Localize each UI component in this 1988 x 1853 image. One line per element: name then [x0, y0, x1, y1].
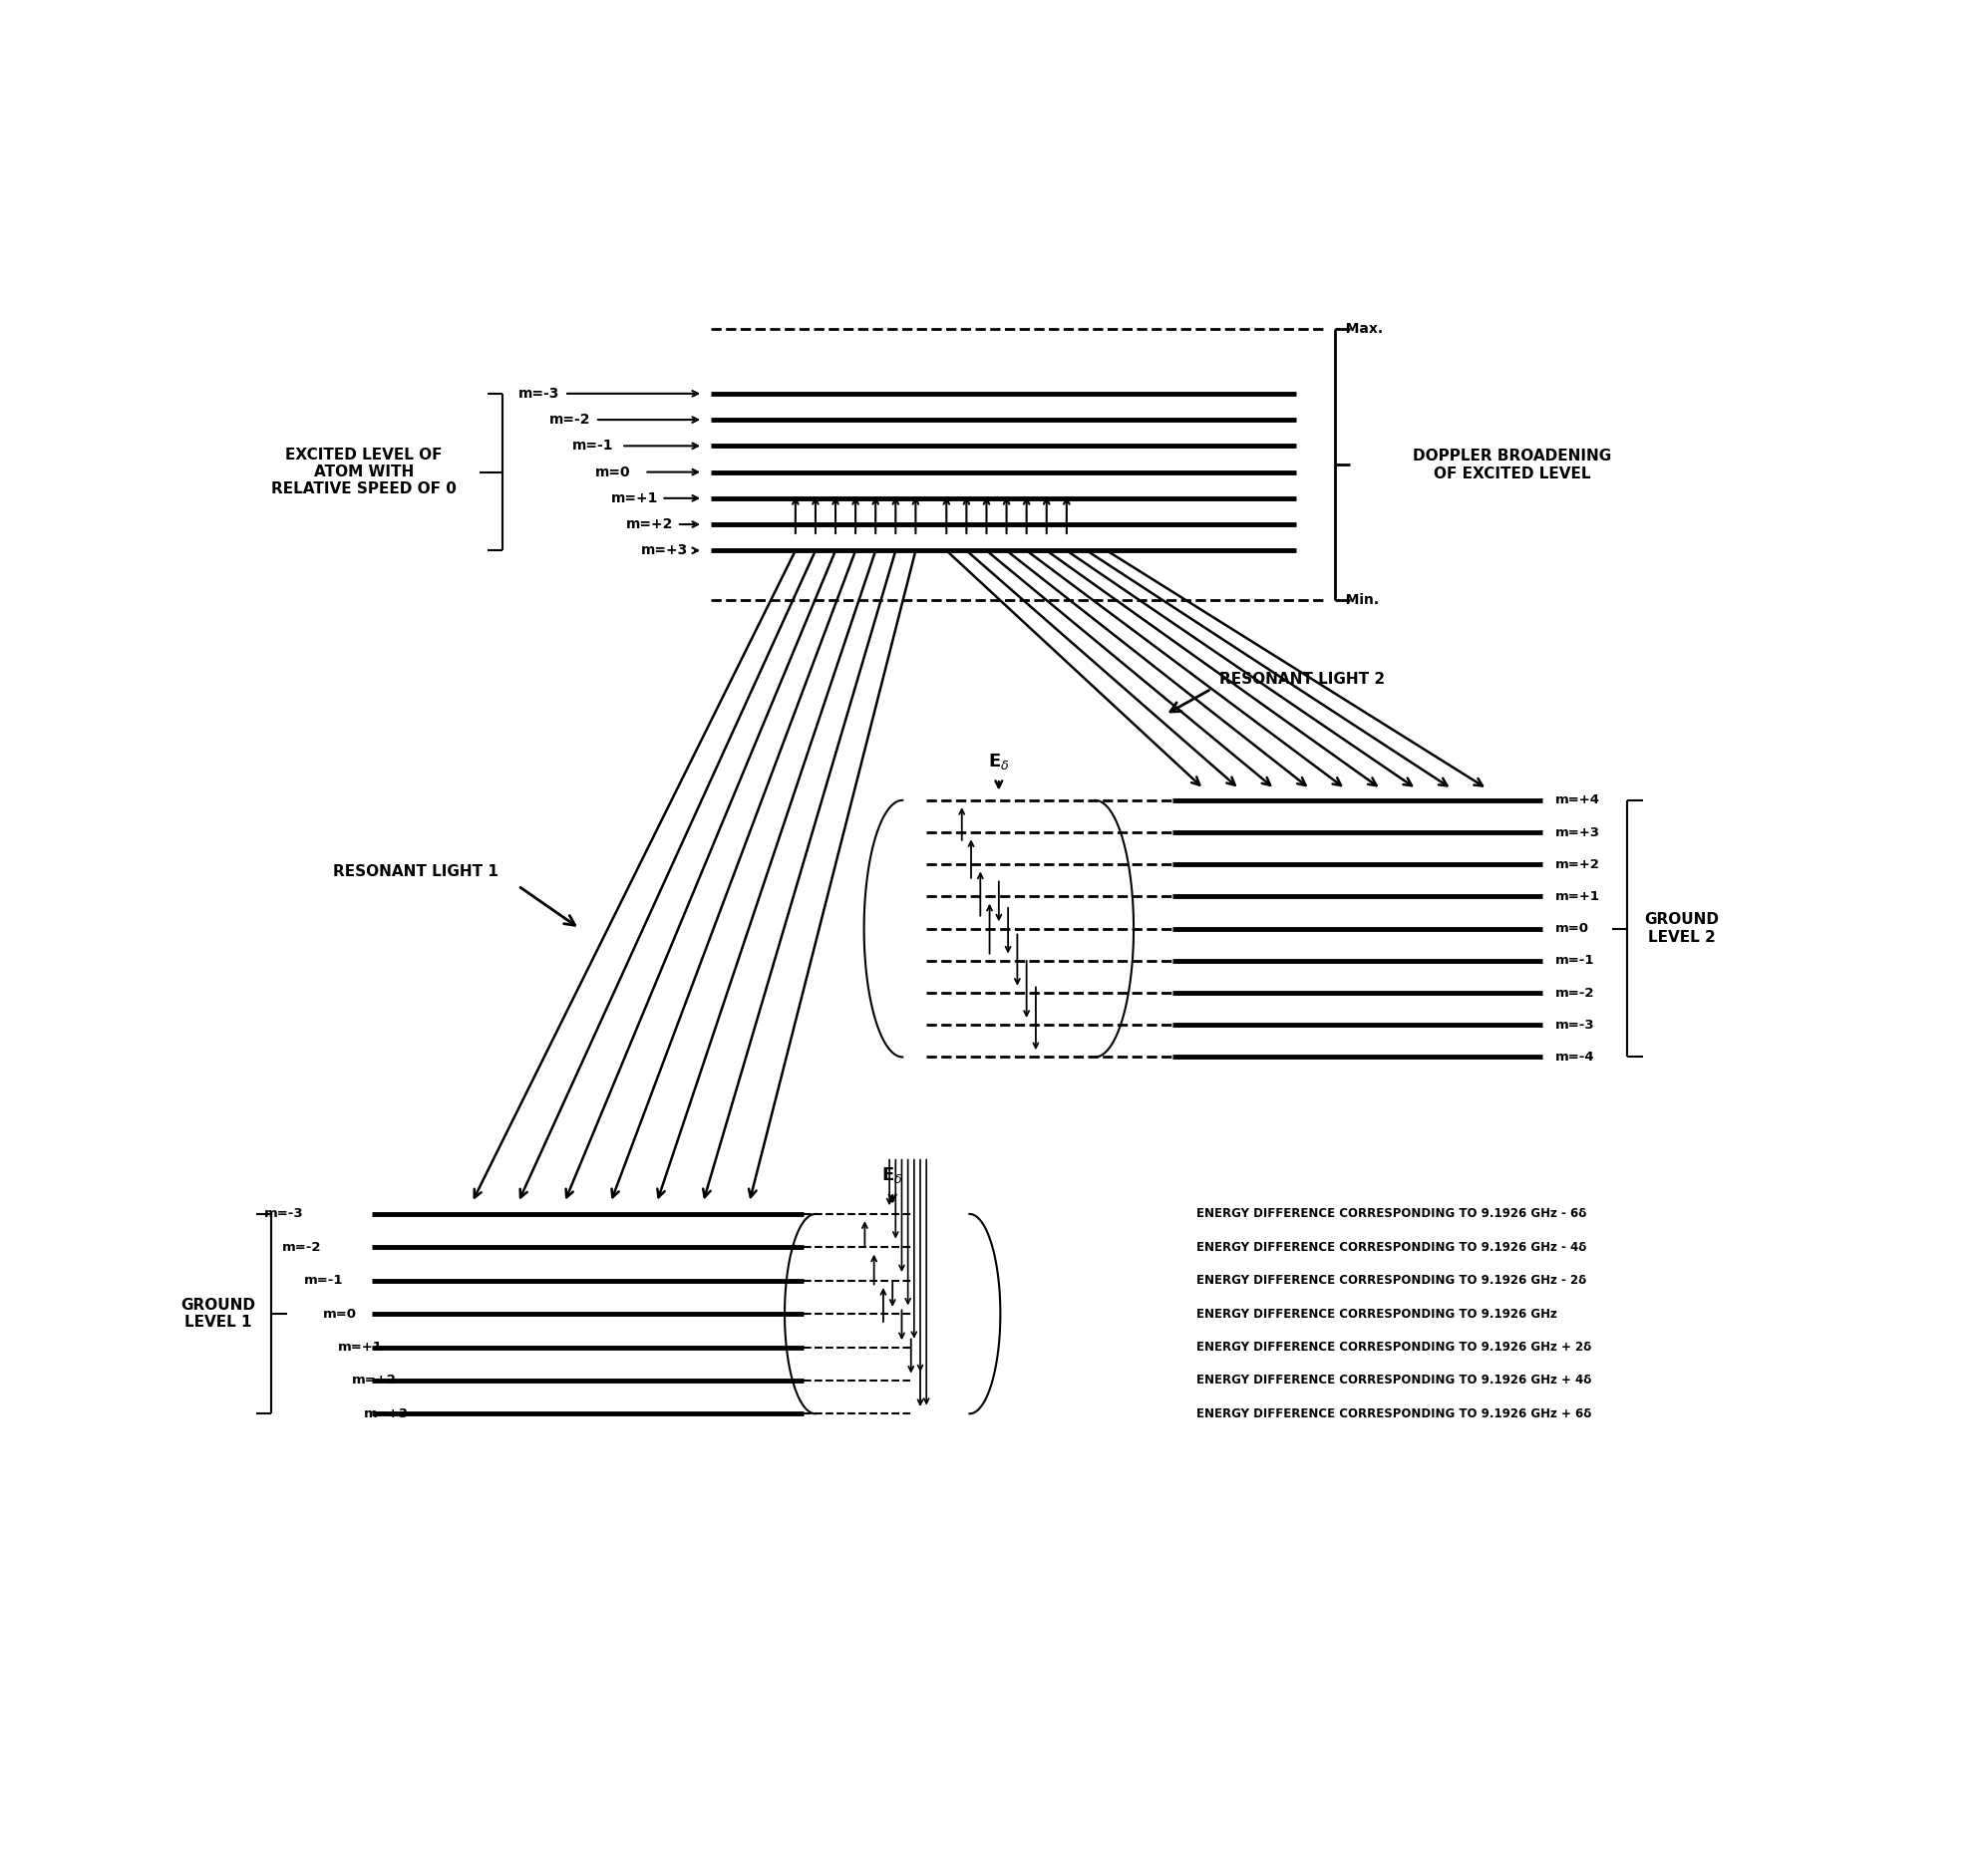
Text: GROUND
LEVEL 2: GROUND LEVEL 2 [1644, 912, 1720, 945]
Text: m=+2: m=+2 [1555, 858, 1600, 871]
Text: DOPPLER BROADENING
OF EXCITED LEVEL: DOPPLER BROADENING OF EXCITED LEVEL [1413, 448, 1610, 482]
Text: ENERGY DIFFERENCE CORRESPONDING TO 9.1926 GHz + 6δ: ENERGY DIFFERENCE CORRESPONDING TO 9.192… [1197, 1406, 1590, 1419]
Text: ENERGY DIFFERENCE CORRESPONDING TO 9.1926 GHz - 4δ: ENERGY DIFFERENCE CORRESPONDING TO 9.192… [1197, 1242, 1586, 1254]
Text: m=-1: m=-1 [304, 1275, 344, 1288]
Text: m=+3: m=+3 [642, 543, 688, 558]
Text: m=+1: m=+1 [1555, 889, 1600, 902]
Text: ENERGY DIFFERENCE CORRESPONDING TO 9.1926 GHz - 2δ: ENERGY DIFFERENCE CORRESPONDING TO 9.192… [1197, 1275, 1586, 1288]
Text: m=0: m=0 [594, 465, 630, 480]
Text: m=-2: m=-2 [549, 413, 590, 426]
Text: RESONANT LIGHT 1: RESONANT LIGHT 1 [334, 863, 499, 878]
Text: GROUND
LEVEL 1: GROUND LEVEL 1 [181, 1297, 254, 1330]
Text: ENERGY DIFFERENCE CORRESPONDING TO 9.1926 GHz + 4δ: ENERGY DIFFERENCE CORRESPONDING TO 9.192… [1197, 1373, 1590, 1386]
Text: m=-1: m=-1 [573, 439, 614, 452]
Text: ENERGY DIFFERENCE CORRESPONDING TO 9.1926 GHz: ENERGY DIFFERENCE CORRESPONDING TO 9.192… [1197, 1308, 1557, 1321]
Text: - Max.: - Max. [1334, 322, 1384, 337]
Text: m=0: m=0 [1555, 923, 1588, 936]
Text: ENERGY DIFFERENCE CORRESPONDING TO 9.1926 GHz - 6δ: ENERGY DIFFERENCE CORRESPONDING TO 9.192… [1197, 1208, 1586, 1221]
Text: m=-3: m=-3 [519, 387, 559, 400]
Text: m=0: m=0 [322, 1308, 356, 1321]
Text: - Min.: - Min. [1334, 593, 1380, 608]
Text: EXCITED LEVEL OF
ATOM WITH
RELATIVE SPEED OF 0: EXCITED LEVEL OF ATOM WITH RELATIVE SPEE… [272, 447, 457, 497]
Text: m=-3: m=-3 [1555, 1019, 1594, 1032]
Text: ENERGY DIFFERENCE CORRESPONDING TO 9.1926 GHz + 2δ: ENERGY DIFFERENCE CORRESPONDING TO 9.192… [1197, 1342, 1590, 1355]
Text: m=+3: m=+3 [1555, 826, 1600, 839]
Text: E$_\delta$: E$_\delta$ [883, 1166, 903, 1186]
Text: m=+2: m=+2 [352, 1373, 396, 1386]
Text: m=+1: m=+1 [338, 1342, 382, 1355]
Text: m=+1: m=+1 [610, 491, 658, 506]
Text: m=-2: m=-2 [282, 1242, 322, 1254]
Text: RESONANT LIGHT 2: RESONANT LIGHT 2 [1219, 671, 1386, 686]
Text: m=-3: m=-3 [264, 1208, 304, 1221]
Text: m=-4: m=-4 [1555, 1051, 1594, 1064]
Text: m=+4: m=+4 [1555, 793, 1600, 806]
Text: m=+3: m=+3 [364, 1406, 410, 1419]
Text: m=-2: m=-2 [1555, 986, 1594, 999]
Text: m=+2: m=+2 [626, 517, 674, 532]
Text: E$_\delta$: E$_\delta$ [988, 752, 1010, 771]
Text: m=-1: m=-1 [1555, 954, 1594, 967]
